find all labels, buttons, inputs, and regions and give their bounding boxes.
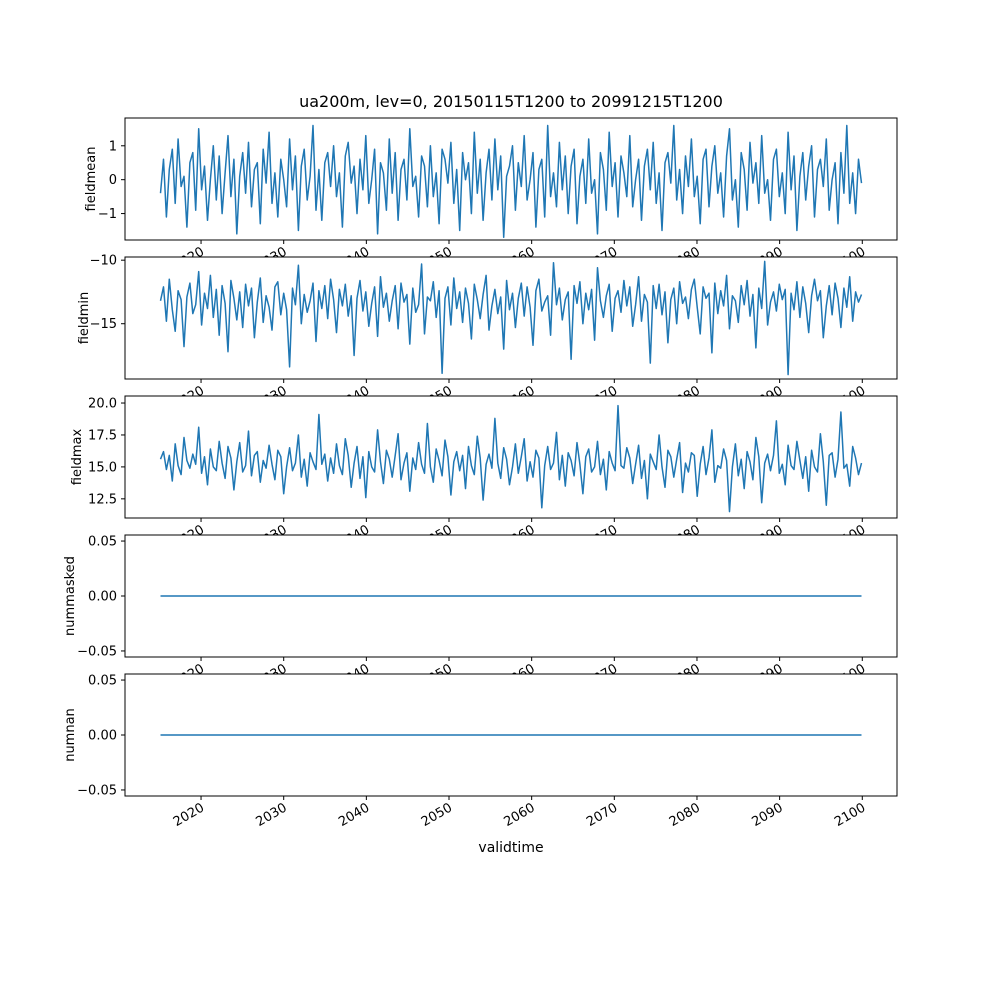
data-line-fieldmean (159, 124, 863, 239)
subplot-fieldmean: −101fieldmean202020302040205020602070208… (84, 117, 898, 274)
y-tick-label: 0.00 (88, 590, 117, 605)
y-tick-label: 17.5 (88, 428, 117, 443)
plot-frame (124, 117, 898, 241)
plot-frame (124, 256, 898, 380)
x-tick-label: 2050 (419, 800, 455, 830)
y-tick-label: −15 (90, 317, 117, 332)
x-tick-label: 2080 (667, 800, 703, 830)
y-axis-label: fieldmax (70, 429, 85, 486)
y-axis-label: fieldmin (77, 292, 92, 345)
chart-title: ua200m, lev=0, 20150115T1200 to 20991215… (299, 92, 723, 111)
y-tick-label: 15.0 (88, 460, 117, 475)
subplot-numnan: −0.05 0.00 0.05 numnan 2020 2030 2040 2050 2060 2… (63, 673, 898, 830)
y-tick-label: 20.0 (88, 397, 117, 412)
x-tick-label: 2040 (336, 800, 372, 830)
x-tick-label: 2090 (749, 800, 785, 830)
data-line-fieldmax (159, 404, 863, 513)
subplot-fieldmax: 12.515.017.520.0fieldmax2020203020402050… (70, 395, 898, 552)
subplot-nummasked: −0.050.000.05nummasked202020302040205020… (63, 534, 898, 691)
plot-background (125, 257, 897, 379)
y-tick-label: 0.00 (88, 729, 117, 744)
y-tick-label: 0.05 (88, 674, 117, 689)
x-tick-label: 2100 (832, 800, 868, 830)
plot-frame (124, 395, 898, 519)
x-tick-label: 2030 (254, 800, 290, 830)
x-tick-label: 2020 (171, 800, 207, 830)
y-tick-label: 1 (109, 139, 117, 154)
y-axis-label: fieldmean (84, 147, 99, 212)
y-tick-label: −0.05 (77, 644, 117, 659)
x-tick-label: 2060 (502, 800, 538, 830)
y-tick-label: 12.5 (88, 492, 117, 507)
y-tick-label: 0.05 (88, 535, 117, 550)
y-tick-label: 0 (109, 173, 117, 188)
y-tick-label: −0.05 (77, 783, 117, 798)
subplot-fieldmin: −15−10fieldmin20202030204020502060207020… (77, 254, 898, 413)
y-axis-label: numnan (63, 708, 78, 762)
x-tick-label: 2070 (584, 800, 620, 830)
y-tick-label: −10 (90, 254, 117, 269)
y-axis-label: nummasked (63, 556, 78, 636)
y-tick-label: −1 (98, 207, 117, 222)
x-axis-label: validtime (478, 840, 543, 856)
data-line-fieldmin (159, 260, 863, 376)
